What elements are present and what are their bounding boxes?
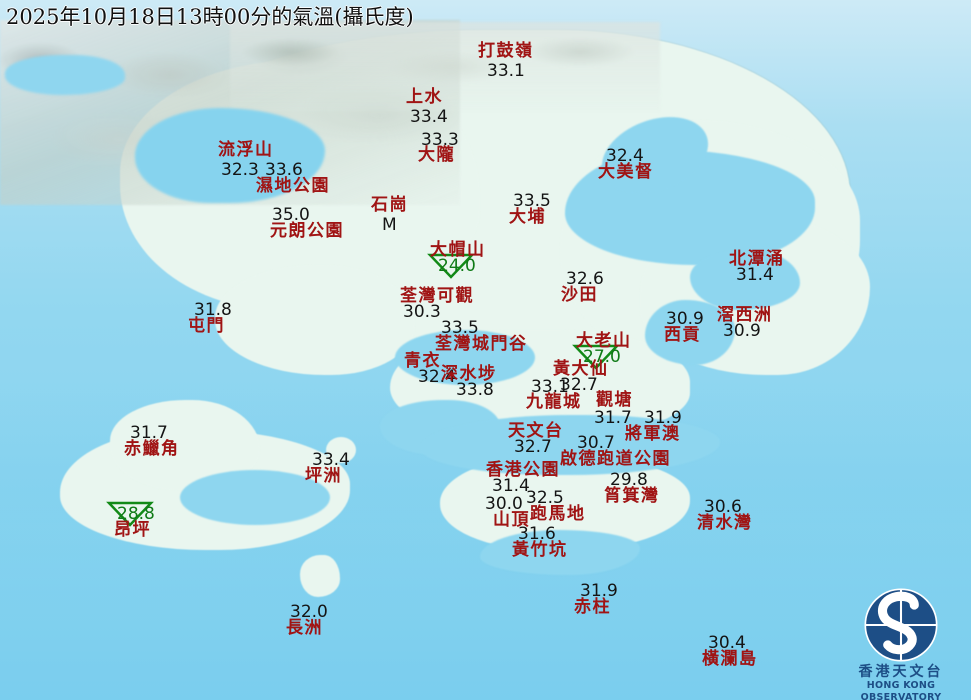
lantau-inlet	[180, 470, 330, 525]
station-name-label: 黃竹坑	[512, 540, 568, 560]
station-name-label: 長洲	[286, 618, 323, 638]
logo-name-en: HONG KONG OBSERVATORY	[860, 680, 942, 700]
station-name-label: 將軍澳	[625, 424, 681, 444]
station-temperature-value: 32.4	[606, 146, 644, 166]
sai-kung-bay-north	[690, 250, 800, 310]
station-temperature-value: 33.4	[312, 450, 350, 470]
station-name-label: 青衣	[404, 351, 441, 371]
station-temperature-value: 27.0	[583, 347, 621, 367]
station-name-label: 屯門	[188, 316, 225, 336]
northwest-water	[5, 55, 125, 95]
landmass-peng-chau	[326, 437, 356, 463]
station-name-label: 上水	[406, 87, 443, 107]
station-name-label: 濕地公園	[256, 176, 330, 196]
station-temperature-value: 31.7	[130, 423, 168, 443]
station-name-label: 沙田	[561, 285, 598, 305]
station-name-label: 啟德跑道公園	[560, 449, 671, 469]
station-temperature-value: 32.4	[418, 367, 456, 387]
station-temperature-value: 30.0	[485, 494, 523, 514]
station-name-label: 跑馬地	[530, 504, 586, 524]
landmass-cheung-chau	[300, 555, 340, 597]
station-temperature-value: 31.8	[194, 300, 232, 320]
station-temperature-value: 24.0	[438, 256, 476, 276]
station-temperature-value: 30.4	[708, 633, 746, 653]
station-temperature-value: 31.9	[644, 408, 682, 428]
station-temperature-value: 30.9	[723, 321, 761, 341]
station-name-label: 香港公園	[486, 460, 560, 480]
station-name-label: 荃灣可觀	[400, 286, 474, 306]
station-name-label: 深水埗	[441, 364, 497, 384]
station-name-label: 山頂	[493, 510, 530, 530]
station-temperature-value: 29.8	[610, 470, 648, 490]
landmass-tuen-mun	[215, 265, 415, 375]
station-temperature-value: 33.1	[531, 377, 569, 397]
station-temperature-value: 30.6	[704, 497, 742, 517]
station-name-label: 赤柱	[574, 597, 611, 617]
station-temperature-value: 28.8	[117, 504, 155, 524]
station-name-label: 西貢	[664, 325, 701, 345]
station-name-label: 大美督	[598, 162, 654, 182]
station-name-label: 大帽山	[430, 240, 486, 260]
station-name-label: 赤鱲角	[124, 439, 180, 459]
station-temperature-value: 32.7	[514, 437, 552, 457]
station-name-label: 清水灣	[697, 513, 753, 533]
title-bar: 2025年10月18日13時00分的氣溫(攝氏度)	[0, 0, 971, 34]
station-temperature-value: 31.4	[492, 476, 530, 496]
observatory-emblem-icon	[864, 588, 938, 662]
station-temperature-value: 31.9	[580, 581, 618, 601]
station-name-label: 坪洲	[305, 466, 342, 486]
station-temperature-value: 33.5	[513, 191, 551, 211]
station-temperature-value: 30.3	[403, 302, 441, 322]
station-temperature-value: 33.8	[456, 380, 494, 400]
station-name-label: 大隴	[418, 145, 455, 165]
station-temperature-value: 33.3	[421, 130, 459, 150]
station-temperature-value: 33.6	[265, 160, 303, 180]
sai-kung-bay-south	[645, 300, 735, 365]
station-name-label: 北潭涌	[729, 249, 785, 269]
station-name-label: 九龍城	[526, 392, 582, 412]
station-name-label: 大埔	[509, 207, 546, 227]
hko-logo: 香港天文台 HONG KONG OBSERVATORY	[841, 586, 961, 700]
victoria-harbour	[420, 415, 720, 475]
station-name-label: 橫瀾島	[702, 649, 758, 669]
station-temperature-value: 32.5	[526, 488, 564, 508]
station-name-label: 天文台	[508, 421, 564, 441]
station-temperature-value: M	[382, 215, 397, 235]
station-temperature-value: 32.3	[221, 160, 259, 180]
south-island-bay	[480, 530, 640, 575]
station-temperature-value: 33.5	[441, 318, 479, 338]
station-temperature-value: 33.1	[487, 61, 525, 81]
station-name-label: 筲箕灣	[604, 486, 660, 506]
deep-bay-water	[135, 108, 325, 203]
station-temperature-value: 31.7	[594, 408, 632, 428]
station-name-label: 流浮山	[218, 140, 274, 160]
station-temperature-value: 33.4	[410, 107, 448, 127]
station-name-label: 荃灣城門谷	[435, 334, 528, 354]
station-name-label: 大老山	[576, 331, 632, 351]
station-temperature-value: 30.9	[666, 309, 704, 329]
station-name-label: 元朗公園	[270, 221, 344, 241]
station-temperature-value: 31.4	[736, 265, 774, 285]
station-name-label: 觀塘	[596, 390, 633, 410]
page-title: 2025年10月18日13時00分的氣溫(攝氏度)	[6, 5, 414, 29]
station-temperature-value: 32.0	[290, 602, 328, 622]
satellite-imagery-north	[230, 22, 660, 112]
station-name-label: 石崗	[371, 195, 408, 215]
station-temperature-value: 35.0	[272, 205, 310, 225]
logo-name-cn: 香港天文台	[858, 664, 944, 680]
station-temperature-value: 31.6	[518, 524, 556, 544]
station-name-label: 滘西洲	[717, 305, 773, 325]
station-temperature-value: 32.7	[560, 375, 598, 395]
station-name-label: 打鼓嶺	[478, 41, 534, 61]
station-name-label: 黃大仙	[553, 359, 609, 379]
station-temperature-value: 30.7	[577, 433, 615, 453]
tsuen-wan-bay	[395, 330, 535, 385]
station-temperature-value: 32.6	[566, 269, 604, 289]
station-name-label: 昂坪	[114, 520, 151, 540]
